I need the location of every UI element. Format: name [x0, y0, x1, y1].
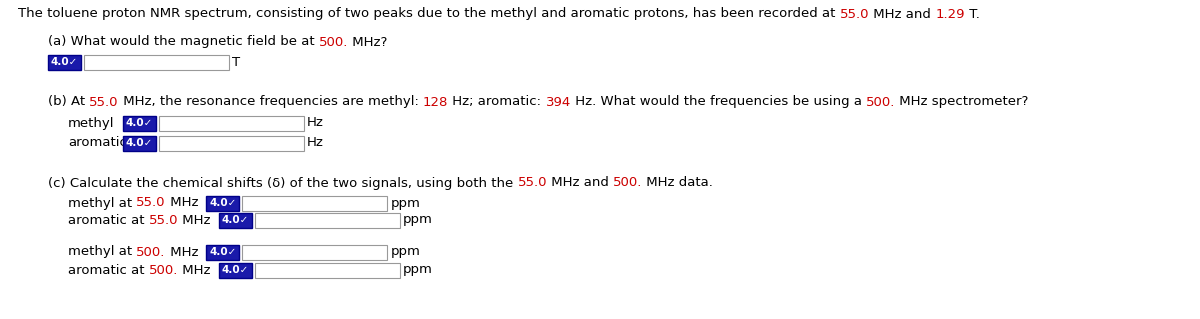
Text: MHz data.: MHz data.	[642, 176, 713, 189]
Text: MHz spectrometer?: MHz spectrometer?	[895, 95, 1028, 108]
Text: 1.29: 1.29	[935, 8, 965, 20]
Text: 4.0✓: 4.0✓	[126, 138, 154, 148]
Text: MHz: MHz	[178, 263, 211, 277]
FancyBboxPatch shape	[124, 115, 156, 130]
Text: 500.: 500.	[866, 95, 895, 108]
Text: 4.0✓: 4.0✓	[209, 247, 236, 257]
FancyBboxPatch shape	[206, 196, 239, 211]
Text: 500.: 500.	[319, 35, 348, 48]
Text: 55.0: 55.0	[517, 176, 547, 189]
Text: 128: 128	[422, 95, 449, 108]
Text: (a) What would the magnetic field be at: (a) What would the magnetic field be at	[48, 35, 319, 48]
Text: ppm: ppm	[403, 263, 432, 277]
Text: 4.0✓: 4.0✓	[50, 57, 78, 67]
Text: Hz. What would the frequencies be using a: Hz. What would the frequencies be using …	[571, 95, 866, 108]
Text: 500.: 500.	[149, 263, 178, 277]
Text: ppm: ppm	[390, 197, 420, 210]
Text: 55.0: 55.0	[149, 213, 179, 226]
Text: (c) Calculate the chemical shifts (δ) of the two signals, using both the: (c) Calculate the chemical shifts (δ) of…	[48, 176, 517, 189]
FancyBboxPatch shape	[206, 244, 239, 259]
FancyBboxPatch shape	[124, 136, 156, 151]
Text: 55.0: 55.0	[840, 8, 869, 20]
FancyBboxPatch shape	[242, 244, 388, 259]
Text: 4.0✓: 4.0✓	[222, 265, 248, 275]
Text: MHz: MHz	[166, 246, 198, 258]
Text: aromatic at: aromatic at	[68, 263, 149, 277]
Text: Hz; aromatic:: Hz; aromatic:	[449, 95, 546, 108]
Text: MHz: MHz	[166, 197, 198, 210]
Text: ppm: ppm	[403, 213, 433, 226]
Text: MHz: MHz	[179, 213, 211, 226]
FancyBboxPatch shape	[218, 212, 252, 227]
Text: 55.0: 55.0	[89, 95, 119, 108]
Text: 500.: 500.	[613, 176, 642, 189]
FancyBboxPatch shape	[158, 115, 304, 130]
Text: The toluene proton NMR spectrum, consisting of two peaks due to the methyl and a: The toluene proton NMR spectrum, consist…	[18, 8, 840, 20]
Text: MHz and: MHz and	[547, 176, 613, 189]
Text: methyl: methyl	[68, 116, 114, 130]
Text: Hz: Hz	[307, 116, 324, 130]
FancyBboxPatch shape	[48, 55, 82, 70]
Text: Hz: Hz	[307, 137, 324, 150]
Text: T.: T.	[965, 8, 979, 20]
FancyBboxPatch shape	[242, 196, 388, 211]
Text: aromatic at: aromatic at	[68, 213, 149, 226]
FancyBboxPatch shape	[254, 212, 400, 227]
FancyBboxPatch shape	[254, 263, 400, 278]
Text: 55.0: 55.0	[137, 197, 166, 210]
Text: T: T	[232, 56, 240, 69]
FancyBboxPatch shape	[218, 263, 252, 278]
Text: MHz, the resonance frequencies are methyl:: MHz, the resonance frequencies are methy…	[119, 95, 424, 108]
Text: 4.0✓: 4.0✓	[222, 215, 248, 225]
Text: ppm: ppm	[390, 246, 420, 258]
Text: 500.: 500.	[137, 246, 166, 258]
Text: 4.0✓: 4.0✓	[209, 198, 236, 208]
Text: methyl at: methyl at	[68, 197, 137, 210]
Text: MHz?: MHz?	[348, 35, 388, 48]
Text: 4.0✓: 4.0✓	[126, 118, 154, 128]
Text: 394: 394	[546, 95, 571, 108]
Text: MHz and: MHz and	[869, 8, 935, 20]
FancyBboxPatch shape	[158, 136, 304, 151]
Text: methyl at: methyl at	[68, 246, 137, 258]
Text: aromatic: aromatic	[68, 137, 127, 150]
FancyBboxPatch shape	[84, 55, 229, 70]
Text: (b) At: (b) At	[48, 95, 89, 108]
